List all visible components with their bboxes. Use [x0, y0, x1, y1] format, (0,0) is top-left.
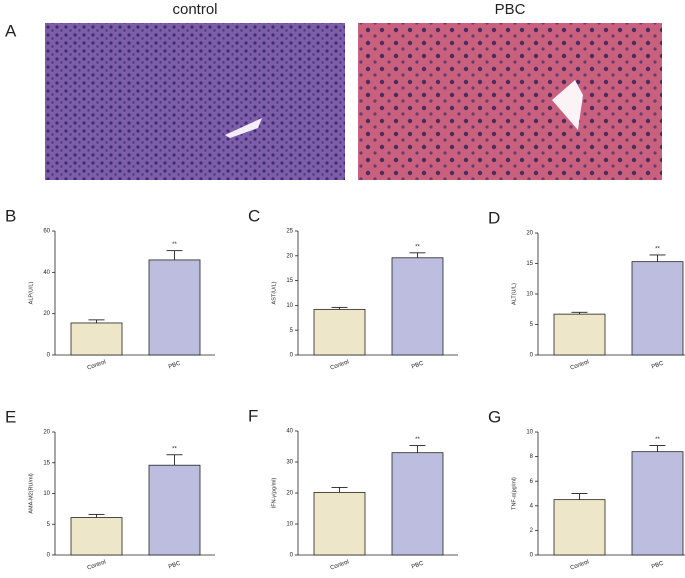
y-tick-label: 25	[286, 229, 293, 235]
y-tick-label: 20	[526, 231, 533, 237]
y-tick-label: 10	[526, 430, 533, 436]
x-tick-label: PBC	[411, 360, 425, 370]
y-tick-label: 60	[43, 229, 50, 235]
y-tick-label: 10	[286, 303, 293, 309]
image-title: PBC	[495, 1, 526, 18]
bar	[313, 491, 366, 556]
y-tick-label: 0	[47, 553, 51, 559]
y-tick-label: 20	[43, 311, 50, 317]
x-tick-label: Control	[87, 559, 107, 571]
y-tick-label: 15	[43, 460, 50, 466]
y-tick-label: 5	[47, 522, 51, 528]
y-tick-label: 20	[286, 253, 293, 259]
y-tick-label: 10	[286, 522, 293, 528]
y-tick-label: 20	[43, 430, 50, 436]
bar	[70, 517, 123, 556]
x-tick-label: PBC	[168, 560, 182, 570]
y-tick-label: 30	[286, 460, 293, 466]
y-tick-label: 8	[530, 454, 534, 460]
y-axis-label: AMA-M2(RU/ml)	[28, 473, 34, 513]
bar	[148, 259, 201, 356]
vessel	[552, 80, 583, 130]
y-tick-label: 10	[43, 491, 50, 497]
y-tick-label: 40	[286, 429, 293, 435]
x-tick-label: PBC	[651, 560, 665, 570]
panel-letter: E	[5, 407, 16, 426]
y-tick-label: 0	[47, 353, 51, 359]
y-tick-label: 6	[530, 479, 534, 485]
y-tick-label: 15	[526, 261, 533, 267]
bar	[391, 257, 444, 356]
panel-letter: F	[248, 406, 258, 425]
y-tick-label: 20	[286, 491, 293, 497]
bar	[391, 452, 444, 556]
x-tick-label: Control	[570, 559, 590, 571]
x-tick-label: Control	[330, 359, 350, 371]
y-axis-label: AST(U/L)	[271, 281, 277, 304]
y-tick-label: 40	[43, 270, 50, 276]
bar	[631, 451, 684, 556]
panel-letter: A	[5, 21, 17, 40]
x-tick-label: PBC	[168, 360, 182, 370]
y-tick-label: 5	[530, 322, 534, 328]
y-tick-label: 0	[530, 353, 534, 359]
bar	[70, 322, 123, 356]
image-title: control	[172, 1, 217, 18]
panel-letter: B	[5, 206, 16, 225]
bar	[148, 464, 201, 556]
y-axis-label: ALP(U/L)	[28, 282, 34, 305]
x-tick-label: PBC	[651, 360, 665, 370]
significance: **	[172, 446, 177, 452]
y-tick-label: 0	[530, 553, 534, 559]
x-tick-label: PBC	[411, 560, 425, 570]
vessel	[225, 118, 262, 138]
bar	[631, 261, 684, 356]
panel-letter: C	[248, 206, 260, 225]
bar	[553, 499, 606, 556]
y-tick-label: 0	[290, 353, 294, 359]
x-tick-label: Control	[570, 359, 590, 371]
y-tick-label: 10	[526, 292, 533, 298]
panel-letter: D	[488, 208, 500, 227]
y-axis-label: TNF-α(pg/ml)	[511, 477, 517, 510]
x-tick-label: Control	[330, 559, 350, 571]
y-axis-label: IFN-γ(pg/ml)	[271, 478, 277, 509]
panel-letter: G	[488, 407, 501, 426]
x-tick-label: Control	[87, 359, 107, 371]
y-tick-label: 5	[290, 328, 294, 334]
significance: **	[415, 437, 420, 443]
significance: **	[172, 242, 177, 248]
y-tick-label: 0	[290, 553, 294, 559]
y-tick-label: 2	[530, 528, 534, 534]
histology-image	[358, 23, 662, 180]
y-tick-label: 15	[286, 278, 293, 284]
y-tick-label: 4	[530, 503, 534, 509]
bar	[313, 308, 366, 356]
significance: **	[655, 437, 660, 443]
significance: **	[655, 247, 660, 253]
bar	[553, 313, 606, 356]
y-axis-label: ALT(U/L)	[511, 283, 517, 305]
histology-image	[45, 23, 345, 180]
significance: **	[415, 244, 420, 250]
